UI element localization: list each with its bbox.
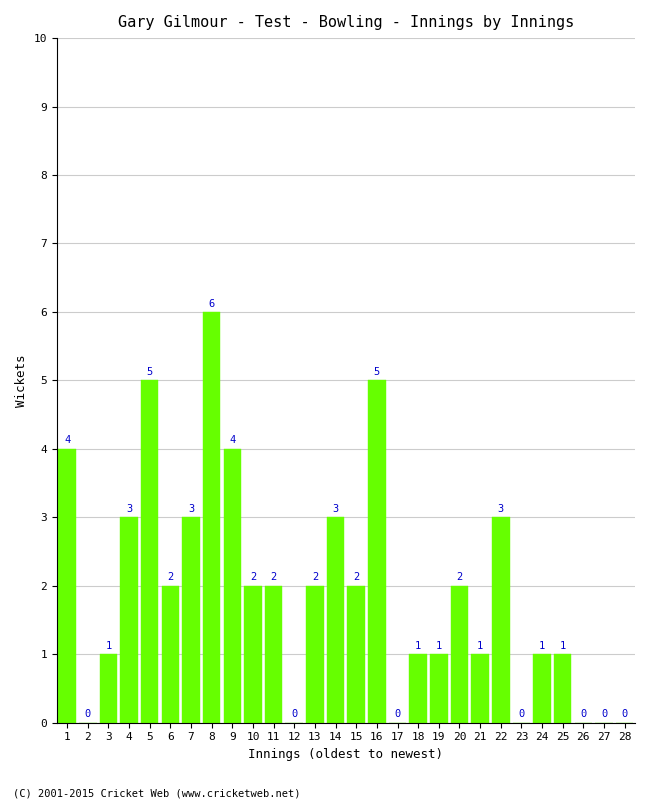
Text: 6: 6	[209, 298, 214, 309]
Bar	[265, 586, 282, 722]
Text: 3: 3	[126, 504, 132, 514]
Text: 5: 5	[147, 367, 153, 377]
Text: 1: 1	[560, 641, 566, 651]
Text: 0: 0	[291, 710, 298, 719]
Text: 0: 0	[518, 710, 525, 719]
Text: 2: 2	[167, 572, 174, 582]
Bar	[348, 586, 365, 722]
Bar	[182, 518, 200, 722]
Text: 3: 3	[498, 504, 504, 514]
Text: 0: 0	[395, 710, 400, 719]
Text: 4: 4	[64, 435, 70, 446]
Text: 2: 2	[312, 572, 318, 582]
Text: 1: 1	[415, 641, 421, 651]
Bar	[162, 586, 179, 722]
Text: 1: 1	[436, 641, 442, 651]
Text: 2: 2	[456, 572, 463, 582]
Text: 2: 2	[353, 572, 359, 582]
Text: 0: 0	[580, 710, 586, 719]
Text: 2: 2	[270, 572, 277, 582]
Bar	[244, 586, 262, 722]
Y-axis label: Wickets: Wickets	[15, 354, 28, 406]
Text: 3: 3	[332, 504, 339, 514]
Text: 1: 1	[477, 641, 483, 651]
Bar	[533, 654, 551, 722]
Bar	[58, 449, 76, 722]
Bar	[120, 518, 138, 722]
Bar	[430, 654, 448, 722]
Bar	[306, 586, 324, 722]
Bar	[410, 654, 427, 722]
Bar	[141, 381, 159, 722]
Bar	[99, 654, 117, 722]
Bar	[224, 449, 241, 722]
Text: 4: 4	[229, 435, 235, 446]
Bar	[450, 586, 468, 722]
X-axis label: Innings (oldest to newest): Innings (oldest to newest)	[248, 748, 443, 761]
Bar	[368, 381, 385, 722]
Bar	[492, 518, 510, 722]
Text: 1: 1	[105, 641, 112, 651]
Text: 1: 1	[539, 641, 545, 651]
Bar	[327, 518, 344, 722]
Bar	[554, 654, 571, 722]
Text: 0: 0	[84, 710, 91, 719]
Text: 0: 0	[601, 710, 607, 719]
Text: 2: 2	[250, 572, 256, 582]
Bar	[471, 654, 489, 722]
Text: 0: 0	[621, 710, 628, 719]
Bar	[203, 312, 220, 722]
Title: Gary Gilmour - Test - Bowling - Innings by Innings: Gary Gilmour - Test - Bowling - Innings …	[118, 15, 574, 30]
Text: 3: 3	[188, 504, 194, 514]
Text: (C) 2001-2015 Cricket Web (www.cricketweb.net): (C) 2001-2015 Cricket Web (www.cricketwe…	[13, 788, 300, 798]
Text: 5: 5	[374, 367, 380, 377]
